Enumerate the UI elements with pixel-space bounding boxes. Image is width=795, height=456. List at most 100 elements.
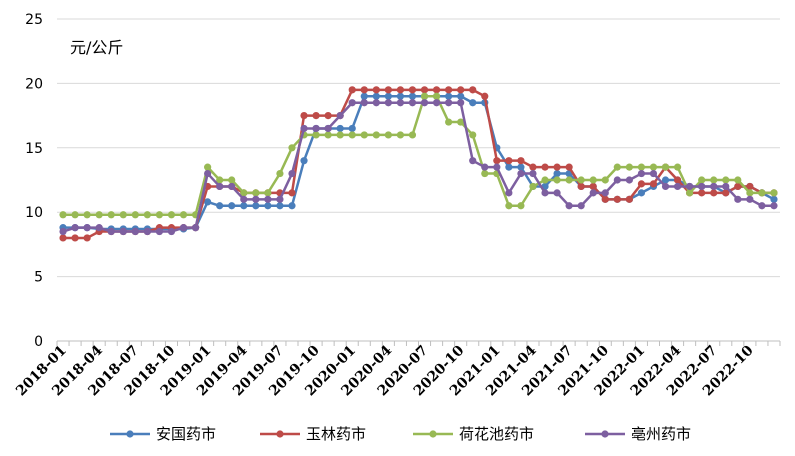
data-point xyxy=(577,176,585,184)
legend-item: 亳州药市 xyxy=(585,425,691,443)
data-point xyxy=(216,182,224,191)
y-tick-label: 0 xyxy=(34,334,43,350)
data-point xyxy=(553,176,561,184)
data-point xyxy=(710,189,718,197)
data-point xyxy=(360,92,368,100)
y-tick-label: 5 xyxy=(34,270,43,286)
data-point xyxy=(734,182,742,191)
data-point xyxy=(529,163,537,171)
data-point xyxy=(673,176,682,184)
legend-item: 玉林药市 xyxy=(260,425,366,443)
data-point xyxy=(288,169,296,178)
data-point xyxy=(372,86,380,94)
data-point xyxy=(601,195,609,203)
data-point xyxy=(240,202,248,210)
data-point xyxy=(722,182,730,191)
data-point xyxy=(469,86,477,94)
data-point xyxy=(686,182,694,191)
data-point xyxy=(505,189,513,197)
legend: 安国药市 玉林药市 荷花池药市 亳州药市 xyxy=(110,425,691,443)
data-point xyxy=(457,92,465,100)
data-point xyxy=(216,202,224,210)
data-point xyxy=(312,112,320,120)
data-point xyxy=(288,202,296,210)
data-point xyxy=(505,157,513,165)
data-point xyxy=(517,202,525,210)
data-point xyxy=(312,131,320,139)
data-point xyxy=(553,189,561,197)
legend-label: 安国药市 xyxy=(156,425,216,443)
data-point xyxy=(300,124,308,133)
y-tick-label: 10 xyxy=(25,205,43,221)
data-point xyxy=(384,131,392,139)
legend-swatch-marker xyxy=(429,430,437,438)
data-point xyxy=(770,202,778,210)
data-point xyxy=(420,99,429,107)
data-point xyxy=(746,182,754,191)
data-point xyxy=(228,182,236,191)
data-point xyxy=(143,227,151,236)
data-point xyxy=(553,169,561,178)
data-point xyxy=(264,189,272,197)
data-point xyxy=(408,131,417,139)
data-point xyxy=(746,195,754,203)
legend-label: 亳州药市 xyxy=(631,425,691,443)
data-point xyxy=(107,211,115,219)
data-point xyxy=(252,189,260,197)
data-point xyxy=(529,169,537,178)
data-point xyxy=(396,92,405,100)
data-point xyxy=(336,124,344,133)
data-point xyxy=(541,163,549,171)
series-line xyxy=(63,95,774,217)
data-point xyxy=(348,99,356,107)
data-point xyxy=(384,92,392,100)
y-tick-label: 25 xyxy=(25,12,43,28)
legend-label: 玉林药市 xyxy=(306,425,366,443)
data-point xyxy=(686,189,694,197)
data-point xyxy=(348,131,356,139)
data-point xyxy=(204,163,212,171)
data-point xyxy=(131,211,139,219)
data-point xyxy=(445,118,453,126)
data-point xyxy=(553,163,561,171)
data-point xyxy=(396,99,405,107)
data-point xyxy=(420,92,429,100)
data-point xyxy=(493,163,501,171)
data-point xyxy=(119,227,127,236)
data-point xyxy=(71,224,79,232)
data-point xyxy=(601,176,609,184)
data-point xyxy=(83,211,91,219)
data-point xyxy=(167,211,176,219)
data-point xyxy=(710,176,718,184)
y-tick-label: 15 xyxy=(25,141,43,157)
data-point xyxy=(179,211,188,219)
data-point xyxy=(83,224,91,232)
data-point xyxy=(505,202,513,210)
data-point xyxy=(493,157,501,165)
data-point xyxy=(625,163,633,171)
data-point xyxy=(649,180,658,188)
data-point xyxy=(589,176,597,184)
data-point xyxy=(71,234,79,242)
data-point xyxy=(565,163,573,171)
data-point xyxy=(565,202,573,210)
data-point xyxy=(372,131,380,139)
data-point xyxy=(445,92,453,100)
data-point xyxy=(637,189,646,197)
data-point xyxy=(324,112,332,120)
data-point xyxy=(252,202,260,210)
data-point xyxy=(469,99,477,107)
data-point xyxy=(613,163,621,171)
data-point xyxy=(625,195,633,203)
data-point xyxy=(348,124,356,133)
data-point xyxy=(758,189,766,197)
data-point xyxy=(432,92,441,100)
data-point xyxy=(565,176,573,184)
data-point xyxy=(481,163,489,171)
data-point xyxy=(529,182,537,191)
data-point xyxy=(276,195,284,203)
data-point xyxy=(746,189,754,197)
data-point xyxy=(613,195,621,203)
data-point xyxy=(770,195,778,203)
